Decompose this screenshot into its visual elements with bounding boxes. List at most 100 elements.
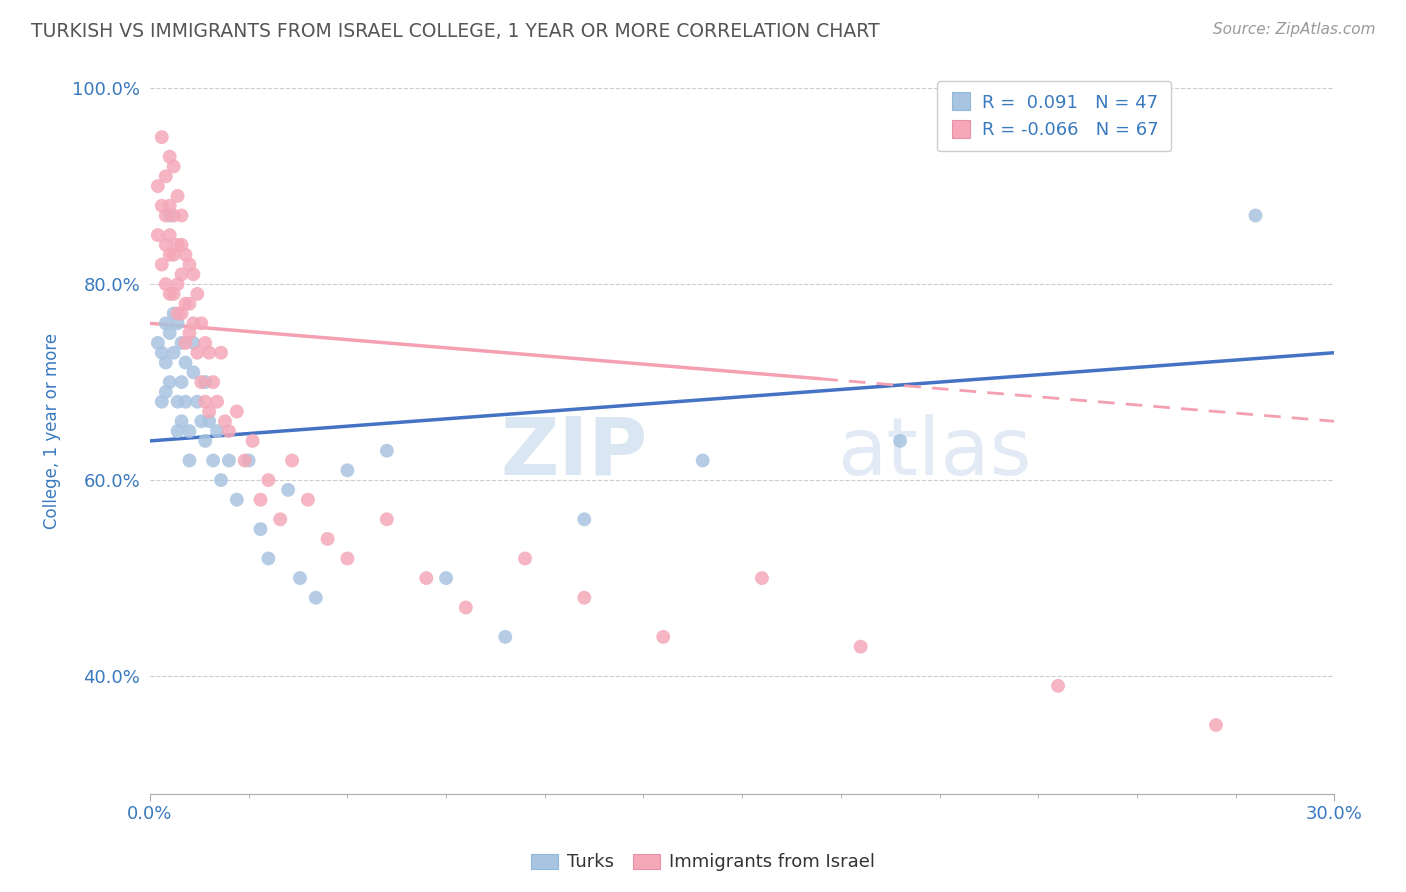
Point <box>190 316 212 330</box>
Point <box>225 492 247 507</box>
Legend: R =  0.091   N = 47, R = -0.066   N = 67: R = 0.091 N = 47, R = -0.066 N = 67 <box>936 81 1171 152</box>
Point <box>257 551 280 566</box>
Point <box>194 394 217 409</box>
Point <box>316 532 339 546</box>
Text: atlas: atlas <box>837 414 1032 491</box>
Point <box>652 630 675 644</box>
Point <box>155 209 177 223</box>
Point <box>183 316 205 330</box>
Point <box>174 355 197 369</box>
Point <box>205 424 228 438</box>
Point <box>174 394 197 409</box>
Point <box>159 248 181 262</box>
Point <box>233 453 256 467</box>
Point <box>305 591 328 605</box>
Point <box>336 463 359 477</box>
Point <box>146 228 169 243</box>
Point <box>849 640 872 654</box>
Point <box>155 384 177 399</box>
Point <box>574 512 596 526</box>
Point <box>194 434 217 448</box>
Point <box>242 434 264 448</box>
Point <box>574 591 596 605</box>
Point <box>174 296 197 310</box>
Point <box>281 453 304 467</box>
Point <box>150 258 173 272</box>
Point <box>183 268 205 282</box>
Point <box>194 335 217 350</box>
Point <box>155 169 177 184</box>
Point <box>297 492 319 507</box>
Text: ZIP: ZIP <box>501 414 647 491</box>
Point <box>159 326 181 340</box>
Point <box>238 453 260 467</box>
Point <box>202 453 225 467</box>
Point <box>186 345 208 359</box>
Point <box>155 277 177 292</box>
Point <box>150 345 173 359</box>
Point <box>170 209 193 223</box>
Point <box>166 424 188 438</box>
Point <box>183 335 205 350</box>
Point <box>1244 209 1267 223</box>
Point <box>159 150 181 164</box>
Point <box>170 414 193 428</box>
Point <box>170 268 193 282</box>
Point <box>159 199 181 213</box>
Point <box>454 600 477 615</box>
Point <box>1205 718 1227 732</box>
Point <box>163 209 186 223</box>
Point <box>163 160 186 174</box>
Point <box>146 179 169 194</box>
Point <box>166 316 188 330</box>
Point <box>190 414 212 428</box>
Point <box>186 286 208 301</box>
Point <box>166 394 188 409</box>
Point <box>336 551 359 566</box>
Text: TURKISH VS IMMIGRANTS FROM ISRAEL COLLEGE, 1 YEAR OR MORE CORRELATION CHART: TURKISH VS IMMIGRANTS FROM ISRAEL COLLEG… <box>31 22 880 41</box>
Point <box>751 571 773 585</box>
Point <box>163 345 186 359</box>
Y-axis label: College, 1 year or more: College, 1 year or more <box>44 333 60 529</box>
Point <box>146 335 169 350</box>
Point <box>209 345 232 359</box>
Point <box>163 248 186 262</box>
Point <box>170 306 193 320</box>
Point <box>218 453 240 467</box>
Point <box>214 414 236 428</box>
Point <box>159 209 181 223</box>
Point <box>889 434 911 448</box>
Point <box>225 404 247 418</box>
Point <box>166 277 188 292</box>
Point <box>198 414 221 428</box>
Point <box>159 375 181 389</box>
Point <box>205 394 228 409</box>
Point <box>375 443 398 458</box>
Point <box>170 238 193 252</box>
Point <box>179 258 201 272</box>
Point <box>194 375 217 389</box>
Point <box>163 306 186 320</box>
Point <box>190 375 212 389</box>
Point <box>150 394 173 409</box>
Point <box>494 630 516 644</box>
Point <box>692 453 714 467</box>
Point <box>170 375 193 389</box>
Point <box>179 326 201 340</box>
Point <box>179 296 201 310</box>
Point <box>434 571 457 585</box>
Point <box>174 335 197 350</box>
Point <box>163 286 186 301</box>
Point <box>1047 679 1070 693</box>
Point <box>159 228 181 243</box>
Point <box>166 238 188 252</box>
Point <box>183 365 205 379</box>
Point <box>198 345 221 359</box>
Point <box>269 512 291 526</box>
Point <box>218 424 240 438</box>
Point <box>159 286 181 301</box>
Point <box>375 512 398 526</box>
Point <box>174 248 197 262</box>
Point <box>166 306 188 320</box>
Point <box>186 394 208 409</box>
